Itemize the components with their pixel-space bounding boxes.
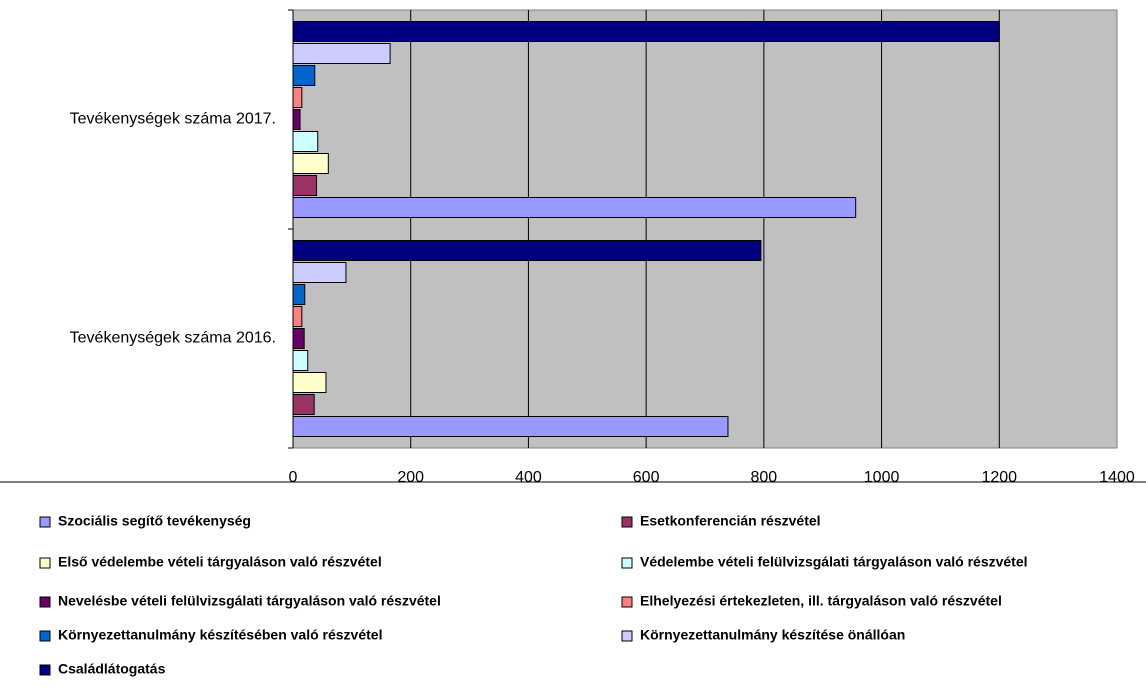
bar: [292, 416, 729, 437]
x-tick-label: 200: [397, 469, 424, 486]
bar: [292, 240, 762, 261]
legend-swatch: [621, 516, 633, 528]
x-tick-label: 1200: [981, 469, 1017, 486]
bar: [292, 306, 303, 327]
legend-label: Környezettanulmány készítésében való rés…: [58, 627, 382, 643]
bar: [292, 394, 315, 415]
legend-label: Első védelembe vételi tárgyaláson való r…: [58, 554, 382, 570]
legend-label: Szociális segítő tevékenység: [58, 513, 251, 529]
bar: [292, 262, 347, 283]
legend-label: Elhelyezési értekezleten, ill. tárgyalás…: [640, 593, 1002, 609]
legend-swatch: [39, 557, 51, 569]
bar: [292, 372, 327, 393]
legend-label: Környezettanulmány készítése önállóan: [640, 627, 905, 643]
bar: [292, 131, 319, 152]
bar: [292, 87, 303, 108]
x-tick-label: 0: [289, 469, 298, 486]
bar: [292, 109, 301, 130]
bar: [292, 350, 309, 371]
x-tick-label: 1400: [1099, 469, 1135, 486]
bar: [292, 328, 305, 349]
legend-swatch: [621, 596, 633, 608]
legend-swatch: [39, 516, 51, 528]
legend-swatch: [39, 664, 51, 676]
bar: [292, 43, 391, 64]
legend-label: Nevelésbe vételi felülvizsgálati tárgyal…: [58, 593, 441, 609]
legend-swatch: [39, 630, 51, 642]
plot-area: [292, 9, 1118, 449]
bar: [292, 175, 318, 196]
legend-swatch: [621, 630, 633, 642]
x-tick-label: 1000: [864, 469, 900, 486]
x-tick-label: 600: [633, 469, 660, 486]
bar: [292, 153, 329, 174]
bar: [292, 21, 1000, 42]
x-tick-label: 800: [751, 469, 778, 486]
legend-swatch: [39, 596, 51, 608]
legend-label: Védelembe vételi felülvizsgálati tárgyal…: [640, 554, 1028, 570]
legend-swatch: [621, 557, 633, 569]
bar: [292, 197, 857, 218]
legend-label: Esetkonferencián részvétel: [640, 513, 821, 529]
y-tick-label: Tevékenységek száma 2016.: [70, 330, 276, 347]
y-tick-label: Tevékenységek száma 2017.: [70, 111, 276, 128]
legend-label: Családlátogatás: [58, 661, 166, 677]
x-tick-label: 400: [515, 469, 542, 486]
bar: [292, 284, 306, 305]
bar: [292, 65, 316, 86]
